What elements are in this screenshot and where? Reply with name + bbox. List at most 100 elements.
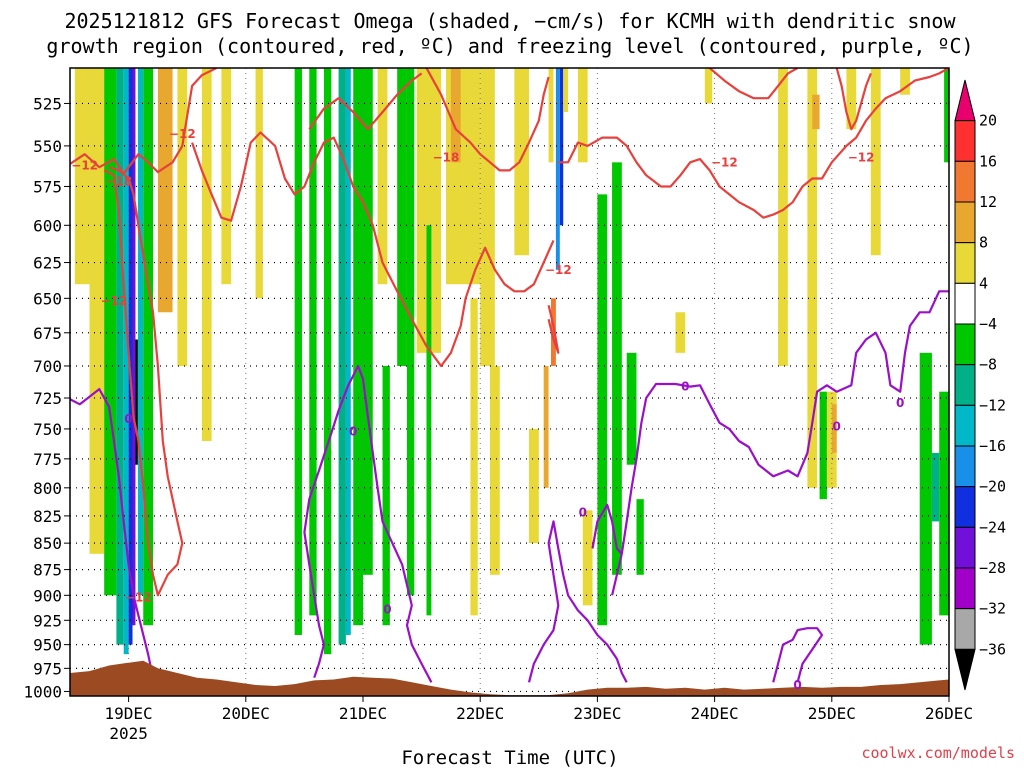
omega-shade-35 bbox=[543, 365, 549, 488]
colorbar-swatch-11 bbox=[954, 526, 976, 569]
colorbar-swatch-8 bbox=[954, 404, 976, 447]
omega-shade-36 bbox=[548, 68, 554, 163]
freezing-contour-label-4: 0 bbox=[681, 380, 689, 394]
dgz-contour-label-5: −18 bbox=[433, 150, 460, 164]
colorbar-label-13: −36 bbox=[979, 640, 1006, 658]
y-tick-label-625: 625 bbox=[33, 254, 62, 273]
colorbar-label-0: 20 bbox=[979, 112, 997, 130]
x-tick-label-4: 23DEC bbox=[573, 704, 621, 723]
omega-shade-58 bbox=[919, 352, 932, 645]
omega-shade-33 bbox=[514, 68, 530, 256]
omega-shade-0 bbox=[74, 68, 90, 285]
colorbar-swatch-6 bbox=[954, 323, 976, 366]
colorbar-swatch-7 bbox=[954, 364, 976, 406]
dgz-contour-7 bbox=[547, 305, 560, 354]
colorbar-label-1: 16 bbox=[979, 152, 997, 170]
colorbar-swatch-9 bbox=[954, 445, 976, 488]
colorbar-label-6: −8 bbox=[979, 356, 997, 374]
colorbar-label-5: −4 bbox=[979, 315, 997, 333]
omega-shade-5 bbox=[128, 68, 133, 645]
freezing-contour-label-3: 0 bbox=[579, 506, 587, 520]
contour-label-layer: −12 −18 −12 −12 −12 −18 −12 −12 −12 0 0 0 0 0 0 0 0 bbox=[71, 127, 904, 692]
omega-shade-25 bbox=[406, 68, 415, 596]
colorbar-swatch-10 bbox=[954, 486, 976, 528]
omega-shade-21 bbox=[363, 68, 373, 575]
omega-shade-27 bbox=[426, 225, 432, 616]
freezing-contour-4 bbox=[611, 290, 949, 596]
y-tick-label-525: 525 bbox=[33, 94, 62, 113]
omega-shade-52 bbox=[819, 391, 827, 500]
omega-shade-46 bbox=[636, 499, 644, 575]
y-tick-label-675: 675 bbox=[33, 324, 62, 343]
dgz-contour-4 bbox=[425, 68, 550, 172]
colorbar-label-2: 12 bbox=[979, 193, 997, 211]
omega-shade-47 bbox=[675, 312, 686, 353]
colorbar-bottom-arrow bbox=[954, 648, 976, 691]
colorbar-swatch-12 bbox=[954, 567, 976, 610]
y-tick-label-850: 850 bbox=[33, 534, 62, 553]
x-tick-label-7: 26DEC bbox=[925, 704, 973, 723]
omega-shade-20 bbox=[353, 68, 363, 626]
omega-shade-4 bbox=[123, 68, 129, 655]
omega-shade-49 bbox=[778, 68, 788, 366]
y-tick-label-825: 825 bbox=[33, 507, 62, 526]
omega-shade-31 bbox=[480, 68, 495, 366]
y-tick-label-650: 650 bbox=[33, 289, 62, 308]
x-tick-label-1: 20DEC bbox=[222, 704, 270, 723]
omega-shade-2 bbox=[104, 68, 117, 596]
x-tick-label-2: 21DEC bbox=[339, 704, 387, 723]
omega-shade-16 bbox=[309, 68, 317, 616]
omega-shade-7 bbox=[135, 339, 138, 465]
plot-frame bbox=[69, 67, 950, 697]
dgz-contour-label-1: −18 bbox=[105, 175, 132, 189]
y-tick-label-750: 750 bbox=[33, 420, 62, 439]
colorbar-top-arrow bbox=[954, 79, 976, 122]
dgz-contour-2 bbox=[191, 131, 555, 368]
omega-shade-10 bbox=[157, 68, 173, 313]
freezing-contour-0 bbox=[70, 388, 155, 678]
omega-shade-44 bbox=[612, 162, 622, 575]
omega-shade-15 bbox=[294, 68, 302, 635]
freezing-contour-label-1: 0 bbox=[349, 424, 357, 438]
omega-shade-8 bbox=[137, 68, 144, 596]
colorbar-label-9: −20 bbox=[979, 478, 1006, 496]
colorbar-swatch-4 bbox=[954, 242, 976, 284]
omega-shade-60 bbox=[939, 391, 949, 616]
freezing-contour-1 bbox=[303, 364, 433, 683]
x-axis-label: Forecast Time (UTC) bbox=[401, 747, 618, 768]
colorbar-label-7: −12 bbox=[979, 396, 1006, 414]
omega-shade-18 bbox=[338, 68, 346, 645]
colorbar-swatch-13 bbox=[954, 608, 976, 650]
dgz-contour-label-3: −12 bbox=[101, 294, 128, 308]
dgz-contour-layer bbox=[70, 68, 949, 597]
colorbar-swatch-3 bbox=[954, 201, 976, 244]
freezing-contour-2 bbox=[527, 520, 628, 683]
omega-shade-23 bbox=[382, 365, 390, 626]
omega-shade-37 bbox=[555, 68, 560, 270]
omega-shade-61 bbox=[944, 68, 949, 163]
y-tick-label-950: 950 bbox=[33, 636, 62, 655]
colorbar-label-10: −24 bbox=[979, 518, 1006, 536]
y-tick-label-875: 875 bbox=[33, 561, 62, 580]
y-tick-label-1000: 1000 bbox=[23, 682, 62, 701]
chart-title-line-2: growth region (contoured, red, ºC) and f… bbox=[46, 34, 973, 58]
colorbar-label-4: 4 bbox=[979, 274, 988, 292]
dgz-contour-label-7: −12 bbox=[711, 155, 738, 169]
colorbar-label-12: −32 bbox=[979, 600, 1006, 618]
freezing-contour-label-6: 0 bbox=[896, 396, 904, 410]
freezing-contour-label-2: 0 bbox=[383, 602, 391, 616]
omega-shade-1 bbox=[89, 68, 105, 554]
omega-shade-43 bbox=[597, 194, 608, 626]
omega-shade-42 bbox=[582, 510, 593, 606]
freezing-contour-5 bbox=[772, 627, 824, 683]
freezing-contour-label-0: 0 bbox=[124, 412, 132, 426]
omega-shade-22 bbox=[377, 68, 388, 285]
omega-shade-55 bbox=[846, 68, 857, 130]
dgz-contour-6 bbox=[708, 68, 799, 100]
colorbar: 20 16 12 8 4 −4 −8 −12 −16 −20 −24 −28 −32 −36 bbox=[954, 79, 1006, 691]
dgz-contour-1 bbox=[103, 166, 184, 597]
omega-shade-41 bbox=[577, 68, 588, 163]
omega-shade-39 bbox=[563, 68, 569, 113]
